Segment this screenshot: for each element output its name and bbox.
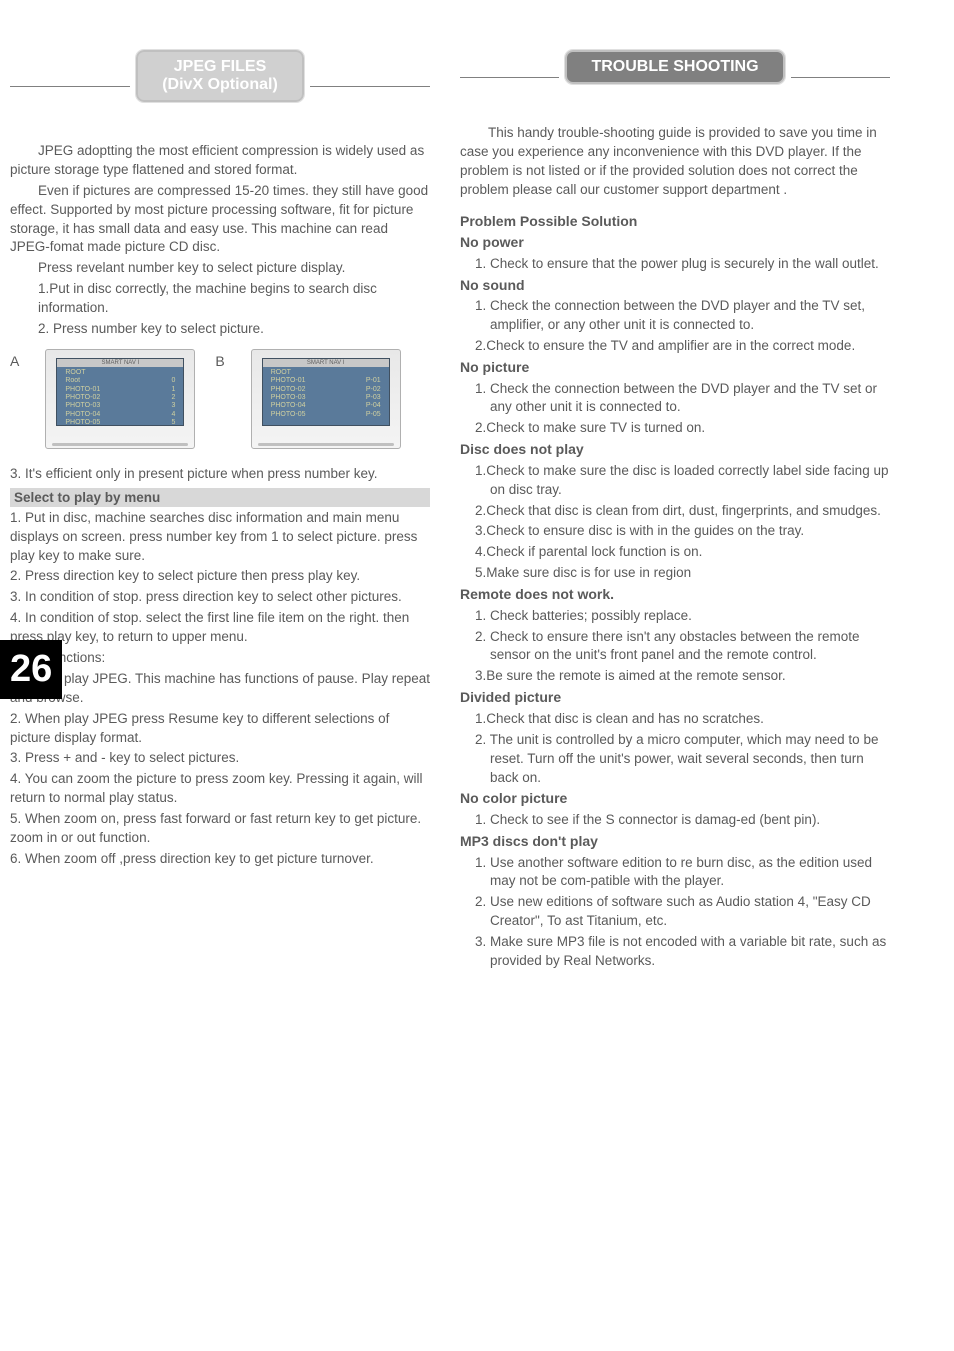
- cell: 3: [171, 402, 175, 410]
- cell: 2: [171, 394, 175, 402]
- o2: 2. When play JPEG press Resume key to di…: [10, 710, 430, 748]
- m2: 2. Press direction key to select picture…: [10, 567, 430, 586]
- section-title: Divided picture: [460, 688, 890, 708]
- section-item: 1. Check the connection between the DVD …: [460, 297, 890, 335]
- shelf: [52, 443, 188, 446]
- left-header-line2: (DivX Optional): [162, 76, 278, 94]
- left-step1: 1.Put in disc correctly, the machine beg…: [10, 280, 430, 318]
- cell: 4: [171, 411, 175, 419]
- shelf: [258, 443, 394, 446]
- section-title: No power: [460, 233, 890, 253]
- section-item: 2.Check to ensure the TV and amplifier a…: [460, 337, 890, 356]
- o3: 3. Press + and - key to select pictures.: [10, 749, 430, 768]
- cell: P-02: [366, 386, 381, 394]
- o6: 6. When zoom off ,press direction key to…: [10, 850, 430, 869]
- section-title: Remote does not work.: [460, 585, 890, 605]
- o5: 5. When zoom on, press fast forward or f…: [10, 810, 430, 848]
- section-item: 2. The unit is controlled by a micro com…: [460, 731, 890, 788]
- cell: PHOTO-01: [65, 386, 100, 394]
- left-step3: 3. It's efficient only in present pictur…: [10, 465, 430, 484]
- shot-b-col1: ROOT: [271, 369, 291, 377]
- section-title: No picture: [460, 358, 890, 378]
- troubleshoot-sections: No power 1. Check to ensure that the powe…: [460, 233, 890, 971]
- shot-a-label: A: [10, 353, 19, 369]
- section-item: 1. Check batteries; possibly replace.: [460, 607, 890, 626]
- cell: PHOTO-03: [65, 402, 100, 410]
- section-item: 5.Make sure disc is for use in region: [460, 564, 890, 583]
- cell: PHOTO-05: [65, 419, 100, 427]
- shot-b-label: B: [215, 353, 224, 369]
- problem-header: Problem Possible Solution: [460, 212, 890, 232]
- cell: Root: [65, 377, 80, 385]
- m4: 4. In condition of stop. select the firs…: [10, 609, 430, 647]
- cell: P-03: [366, 394, 381, 402]
- section-item: 3. Make sure MP3 file is not encoded wit…: [460, 933, 890, 971]
- section-item: 4.Check if parental lock function is on.: [460, 543, 890, 562]
- section-title: No sound: [460, 276, 890, 296]
- o4: 4. You can zoom the picture to press zoo…: [10, 770, 430, 808]
- m1: 1. Put in disc, machine searches disc in…: [10, 509, 430, 566]
- section-item: 1.Check that disc is clean and has no sc…: [460, 710, 890, 729]
- section-item: 2. Use new editions of software such as …: [460, 893, 890, 931]
- cell: PHOTO-03: [271, 394, 306, 402]
- section-item: 3.Check to ensure disc is with in the gu…: [460, 522, 890, 541]
- section-item: 1. Check the connection between the DVD …: [460, 380, 890, 418]
- cell: P-05: [366, 411, 381, 419]
- cell: PHOTO-02: [65, 394, 100, 402]
- cell: 0: [171, 377, 175, 385]
- left-press-line: Press revelant number key to select pict…: [10, 259, 430, 278]
- left-para1: JPEG adoptting the most efficient compre…: [10, 142, 430, 180]
- cell: PHOTO-04: [65, 411, 100, 419]
- screenshot-b: SMART NAV I ROOT PHOTO-01 P-01 PHOTO-02 P-…: [251, 349, 401, 449]
- right-intro: This handy trouble-shooting guide is pro…: [460, 124, 890, 200]
- section-title: MP3 discs don't play: [460, 832, 890, 852]
- section-title: Disc does not play: [460, 440, 890, 460]
- other-functions-title: Other functions:: [10, 649, 430, 668]
- section-item: 2.Check that disc is clean from dirt, du…: [460, 502, 890, 521]
- shot-b-title: SMART NAV I: [263, 359, 389, 367]
- section-title: No color picture: [460, 789, 890, 809]
- left-header-pill: JPEG FILES (DivX Optional): [136, 50, 304, 102]
- right-header-wrap: TROUBLE SHOOTING: [460, 50, 890, 104]
- right-header-pill: TROUBLE SHOOTING: [565, 50, 784, 84]
- section-item: 3.Be sure the remote is aimed at the rem…: [460, 667, 890, 686]
- cell: PHOTO-02: [271, 386, 306, 394]
- left-column: JPEG FILES (DivX Optional) JPEG adopttin…: [0, 50, 430, 973]
- left-header-line1: JPEG FILES: [162, 58, 278, 76]
- screenshots-row: A SMART NAV I ROOT Root 0 PHOTO-01 1 PHOTO…: [10, 349, 430, 449]
- cell: P-01: [366, 377, 381, 385]
- section-select-play: Select to play by menu: [10, 488, 430, 507]
- page-number: 26: [0, 640, 62, 699]
- shot-a-title: SMART NAV I: [57, 359, 183, 367]
- cell: PHOTO-04: [271, 402, 306, 410]
- o1: 1. When play JPEG. This machine has func…: [10, 670, 430, 708]
- cell: 1: [171, 386, 175, 394]
- cell: P-04: [366, 402, 381, 410]
- left-para2: Even if pictures are compressed 15-20 ti…: [10, 182, 430, 258]
- section-item: 1. Check to see if the S connector is da…: [460, 811, 890, 830]
- right-column: TROUBLE SHOOTING This handy trouble-shoo…: [460, 50, 890, 973]
- cell: PHOTO-05: [271, 411, 306, 419]
- screenshot-a: SMART NAV I ROOT Root 0 PHOTO-01 1 PHOTO-0…: [45, 349, 195, 449]
- page-content: JPEG FILES (DivX Optional) JPEG adopttin…: [0, 0, 954, 1003]
- section-item: 2.Check to make sure TV is turned on.: [460, 419, 890, 438]
- section-item: 1.Check to make sure the disc is loaded …: [460, 462, 890, 500]
- shot-a-col1: ROOT: [65, 369, 85, 377]
- left-header-wrap: JPEG FILES (DivX Optional): [10, 50, 430, 122]
- cell: 5: [171, 419, 175, 427]
- section-item: 2. Check to ensure there isn't any obsta…: [460, 628, 890, 666]
- section-item: 1. Use another software edition to re bu…: [460, 854, 890, 892]
- left-step2: 2. Press number key to select picture.: [10, 320, 430, 339]
- cell: PHOTO-01: [271, 377, 306, 385]
- m3: 3. In condition of stop. press direction…: [10, 588, 430, 607]
- section-item: 1. Check to ensure that the power plug i…: [460, 255, 890, 274]
